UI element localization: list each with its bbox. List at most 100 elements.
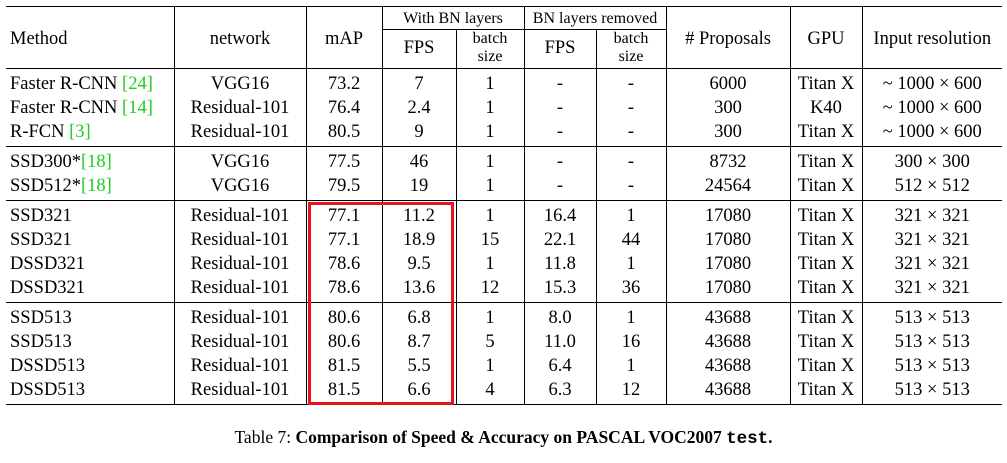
cell-fps-no-bn: 22.1 bbox=[523, 228, 596, 252]
cell-proposals: 300 bbox=[665, 120, 790, 147]
cell-proposals: 43688 bbox=[665, 330, 790, 354]
cell-fps-no-bn: 8.0 bbox=[523, 302, 596, 330]
cell-proposals: 43688 bbox=[665, 354, 790, 378]
citation-link[interactable]: [18] bbox=[80, 152, 112, 172]
cell-fps-no-bn: - bbox=[523, 68, 596, 96]
cell-method: SSD512*[18] bbox=[6, 174, 174, 201]
cell-method: SSD321 bbox=[6, 200, 174, 228]
cell-method: DSSD321 bbox=[6, 276, 174, 303]
cell-resolution: 300 × 300 bbox=[861, 146, 1002, 174]
cell-batch-no-bn: - bbox=[595, 146, 666, 174]
cell-gpu: Titan X bbox=[789, 330, 862, 354]
cell-proposals: 43688 bbox=[665, 378, 790, 405]
header-gpu: GPU bbox=[789, 6, 862, 69]
cell-batch-no-bn: - bbox=[595, 174, 666, 201]
cell-resolution: 321 × 321 bbox=[861, 276, 1002, 303]
caption-title: Comparison of Speed & Accuracy on PASCAL… bbox=[295, 427, 727, 447]
cell-fps-no-bn: 6.4 bbox=[523, 354, 596, 378]
cell-fps-bn: 46 bbox=[381, 146, 456, 174]
table-row: R-FCN [3] Residual-101 80.5 9 1- -300 Titan X ~… bbox=[6, 120, 1002, 147]
cell-fps-bn: 9.5 bbox=[381, 252, 456, 276]
table-header: Method network mAP With BN layers BN lay… bbox=[6, 6, 1002, 69]
table-caption: Table 7: Comparison of Speed & Accuracy … bbox=[0, 427, 1007, 449]
cell-method: SSD513 bbox=[6, 302, 174, 330]
cell-network: VGG16 bbox=[173, 146, 306, 174]
header-bn-removed: BN layers removed bbox=[523, 6, 666, 30]
citation-link[interactable]: [14] bbox=[122, 98, 153, 118]
method-name: SSD321 bbox=[10, 206, 72, 226]
cell-gpu: Titan X bbox=[789, 200, 862, 228]
cell-network: Residual-101 bbox=[173, 302, 306, 330]
row-group: SSD321 Residual-101 77.1 11.2 1 16.4 1 17080 Tit… bbox=[6, 200, 1002, 303]
cell-proposals: 17080 bbox=[665, 200, 790, 228]
cell-map: 79.5 bbox=[305, 174, 382, 201]
cell-proposals: 43688 bbox=[665, 302, 790, 330]
cell-gpu: Titan X bbox=[789, 302, 862, 330]
cell-map: 80.5 bbox=[305, 120, 382, 147]
cell-batch-bn: 15 bbox=[455, 228, 524, 252]
table-row: SSD513 Residual-101 80.6 6.8 1 8.0 1 43688 Titan… bbox=[6, 302, 1002, 330]
method-name: SSD321 bbox=[10, 230, 72, 250]
method-name: DSSD513 bbox=[10, 356, 86, 376]
method-name: R-FCN bbox=[10, 122, 70, 142]
cell-batch-no-bn: - bbox=[595, 96, 666, 120]
cell-map: 78.6 bbox=[305, 276, 382, 303]
header-map: mAP bbox=[305, 6, 382, 69]
method-name: DSSD321 bbox=[10, 278, 86, 298]
table-row: SSD300*[18] VGG16 77.5 46 1- -8732 Titan X 300 … bbox=[6, 146, 1002, 174]
caption-prefix: Table 7: bbox=[234, 427, 296, 447]
cell-batch-bn: 1 bbox=[455, 354, 524, 378]
method-name: Faster R-CNN bbox=[10, 74, 123, 94]
cell-method: DSSD321 bbox=[6, 252, 174, 276]
cell-map: 77.1 bbox=[305, 228, 382, 252]
cell-resolution: ~ 1000 × 600 bbox=[861, 68, 1002, 96]
cell-proposals: 17080 bbox=[665, 252, 790, 276]
cell-batch-no-bn: 1 bbox=[595, 252, 666, 276]
cell-batch-bn: 1 bbox=[455, 174, 524, 201]
cell-network: Residual-101 bbox=[173, 120, 306, 147]
cell-method: SSD300*[18] bbox=[6, 146, 174, 174]
speed-accuracy-table: Method network mAP With BN layers BN lay… bbox=[6, 6, 1002, 405]
cell-gpu: Titan X bbox=[789, 146, 862, 174]
cell-fps-no-bn: - bbox=[523, 146, 596, 174]
cell-fps-bn: 6.8 bbox=[381, 302, 456, 330]
cell-method: DSSD513 bbox=[6, 354, 174, 378]
cell-fps-no-bn: 11.0 bbox=[523, 330, 596, 354]
cell-proposals: 300 bbox=[665, 96, 790, 120]
header-batch-size-no-bn: batch size bbox=[595, 29, 666, 69]
table-row: Faster R-CNN [24] VGG16 73.2 7 1- -6000 Titan … bbox=[6, 68, 1002, 96]
cell-batch-no-bn: 1 bbox=[595, 354, 666, 378]
cell-map: 80.6 bbox=[305, 302, 382, 330]
cell-map: 80.6 bbox=[305, 330, 382, 354]
cell-resolution: ~ 1000 × 600 bbox=[861, 120, 1002, 147]
table-row: DSSD513 Residual-101 81.5 6.6 4 6.3 12 43688 Tit… bbox=[6, 378, 1002, 405]
cell-fps-no-bn: - bbox=[523, 96, 596, 120]
cell-fps-bn: 6.6 bbox=[381, 378, 456, 405]
cell-resolution: 513 × 513 bbox=[861, 378, 1002, 405]
caption-split: test bbox=[726, 429, 769, 449]
citation-link[interactable]: [18] bbox=[80, 176, 112, 196]
cell-fps-bn: 2.4 bbox=[381, 96, 456, 120]
cell-batch-bn: 1 bbox=[455, 200, 524, 228]
citation-link[interactable]: [24] bbox=[122, 74, 153, 94]
cell-batch-bn: 1 bbox=[455, 146, 524, 174]
method-name: SSD513 bbox=[10, 308, 72, 328]
cell-network: Residual-101 bbox=[173, 354, 306, 378]
cell-batch-bn: 5 bbox=[455, 330, 524, 354]
cell-resolution: 513 × 513 bbox=[861, 302, 1002, 330]
header-fps-no-bn: FPS bbox=[523, 29, 596, 69]
caption-end: . bbox=[768, 427, 773, 447]
cell-fps-bn: 9 bbox=[381, 120, 456, 147]
cell-gpu: Titan X bbox=[789, 354, 862, 378]
citation-link[interactable]: [3] bbox=[69, 122, 91, 142]
cell-method: R-FCN [3] bbox=[6, 120, 174, 147]
cell-proposals: 17080 bbox=[665, 228, 790, 252]
cell-batch-no-bn: 44 bbox=[595, 228, 666, 252]
row-group: SSD513 Residual-101 80.6 6.8 1 8.0 1 43688 Titan… bbox=[6, 302, 1002, 405]
cell-batch-bn: 1 bbox=[455, 302, 524, 330]
method-name: Faster R-CNN bbox=[10, 98, 123, 118]
cell-fps-bn: 11.2 bbox=[381, 200, 456, 228]
cell-proposals: 6000 bbox=[665, 68, 790, 96]
row-group: SSD300*[18] VGG16 77.5 46 1- -8732 Titan X 300 … bbox=[6, 146, 1002, 201]
cell-gpu: Titan X bbox=[789, 228, 862, 252]
